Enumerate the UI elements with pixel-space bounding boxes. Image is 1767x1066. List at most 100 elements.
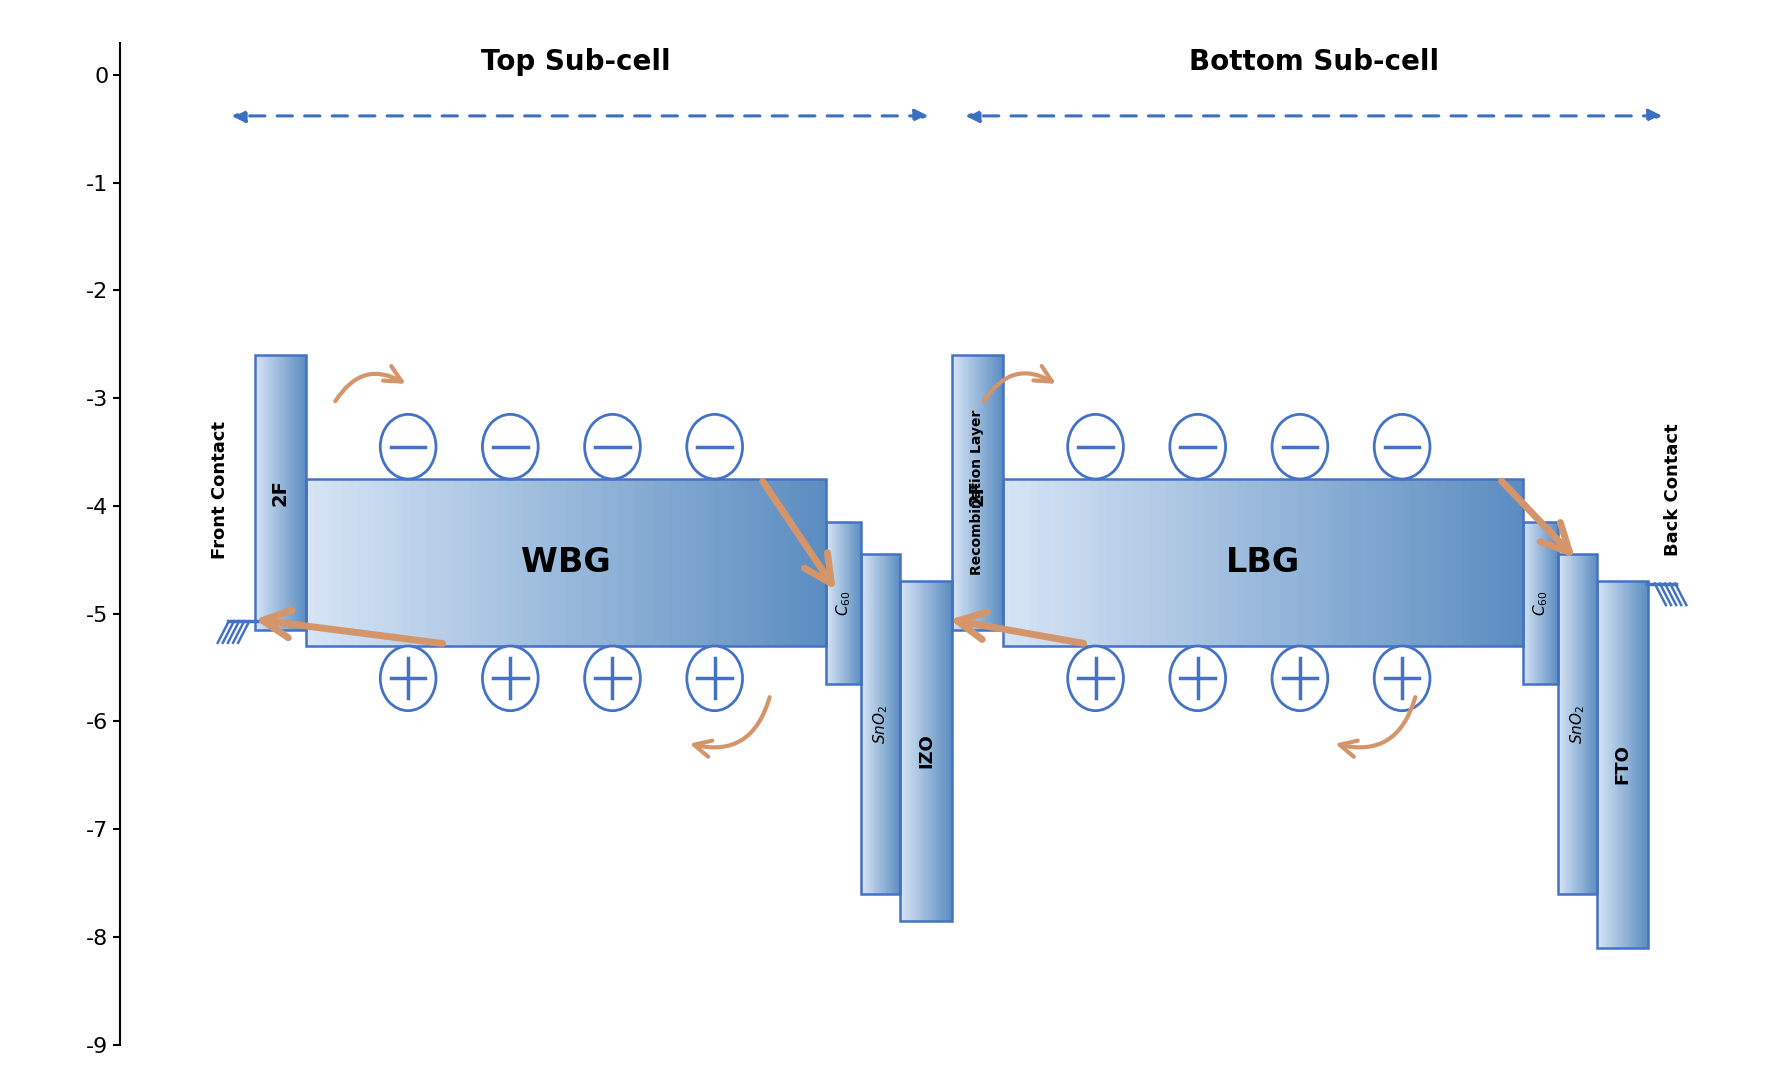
Bar [1470, 479, 1481, 646]
Bar [1419, 479, 1428, 646]
Bar [618, 479, 627, 646]
Bar [827, 522, 862, 683]
FancyArrowPatch shape [694, 697, 770, 757]
Bar [1028, 479, 1037, 646]
Bar [366, 479, 376, 646]
Bar [332, 479, 341, 646]
Bar [627, 479, 636, 646]
FancyArrowPatch shape [763, 482, 832, 583]
Bar [1479, 479, 1488, 646]
Text: 2F: 2F [968, 479, 986, 506]
Bar [1384, 479, 1392, 646]
Bar [401, 479, 410, 646]
Bar [1193, 479, 1203, 646]
Bar [436, 479, 445, 646]
Bar [574, 479, 583, 646]
Text: Recombination Layer: Recombination Layer [970, 409, 984, 576]
Bar [1272, 479, 1281, 646]
Text: $SnO_2$: $SnO_2$ [1569, 705, 1587, 744]
Bar [1037, 479, 1046, 646]
Bar [1046, 479, 1055, 646]
Bar [1177, 479, 1186, 646]
Bar [1081, 479, 1090, 646]
Bar [705, 479, 714, 646]
Text: IZO: IZO [917, 733, 935, 769]
Bar [1202, 479, 1210, 646]
Bar [497, 479, 505, 646]
Circle shape [1170, 415, 1226, 479]
Bar [723, 479, 732, 646]
Bar [383, 479, 392, 646]
Bar [747, 479, 758, 646]
Circle shape [1170, 646, 1226, 711]
Circle shape [482, 646, 539, 711]
Bar [359, 479, 368, 646]
Bar [1237, 479, 1246, 646]
Bar [470, 479, 481, 646]
Bar [557, 479, 567, 646]
Bar [800, 479, 809, 646]
Bar [514, 479, 523, 646]
Bar [1288, 479, 1299, 646]
Bar [687, 479, 696, 646]
Text: WBG: WBG [521, 546, 611, 579]
Text: $C_{60}$: $C_{60}$ [834, 591, 853, 616]
Bar [1150, 479, 1159, 646]
Bar [1219, 479, 1228, 646]
Bar [550, 479, 558, 646]
Bar [645, 479, 654, 646]
FancyArrowPatch shape [1339, 697, 1415, 757]
Bar [541, 479, 550, 646]
Bar [818, 479, 827, 646]
Bar [1488, 479, 1497, 646]
Text: FTO: FTO [1613, 745, 1631, 785]
Bar [1055, 479, 1064, 646]
Bar [952, 355, 1002, 630]
Bar [1279, 479, 1290, 646]
Bar [679, 479, 687, 646]
Bar [1184, 479, 1194, 646]
Bar [488, 479, 497, 646]
Bar [350, 479, 359, 646]
Bar [783, 479, 792, 646]
Text: Bottom Sub-cell: Bottom Sub-cell [1189, 48, 1438, 76]
Bar [1368, 479, 1376, 646]
Bar [1002, 479, 1523, 646]
Bar [1454, 479, 1463, 646]
FancyArrowPatch shape [263, 610, 442, 644]
Bar [454, 479, 463, 646]
Bar [1445, 479, 1454, 646]
Circle shape [687, 646, 742, 711]
Circle shape [380, 415, 436, 479]
Circle shape [1272, 415, 1327, 479]
FancyArrowPatch shape [984, 366, 1051, 401]
Bar [1002, 479, 1012, 646]
Circle shape [1375, 646, 1430, 711]
Bar [1597, 581, 1649, 948]
Text: $SnO_2$: $SnO_2$ [871, 705, 891, 744]
Bar [862, 554, 901, 893]
Bar [661, 479, 670, 646]
Bar [445, 479, 454, 646]
Bar [901, 581, 952, 921]
Bar [1106, 479, 1115, 646]
Text: Front Contact: Front Contact [212, 421, 230, 559]
Bar [1297, 479, 1306, 646]
Bar [1428, 479, 1437, 646]
FancyArrowPatch shape [1502, 481, 1569, 552]
Bar [610, 479, 618, 646]
Text: Back Contact: Back Contact [1665, 423, 1682, 556]
Bar [1097, 479, 1108, 646]
Bar [1410, 479, 1419, 646]
Bar [670, 479, 679, 646]
Bar [1255, 479, 1263, 646]
Bar [1020, 479, 1028, 646]
Bar [410, 479, 419, 646]
Bar [254, 355, 306, 630]
Bar [1159, 479, 1168, 646]
Bar [523, 479, 532, 646]
Bar [1073, 479, 1081, 646]
Bar [315, 479, 323, 646]
Circle shape [1375, 415, 1430, 479]
FancyArrowPatch shape [958, 612, 1083, 644]
